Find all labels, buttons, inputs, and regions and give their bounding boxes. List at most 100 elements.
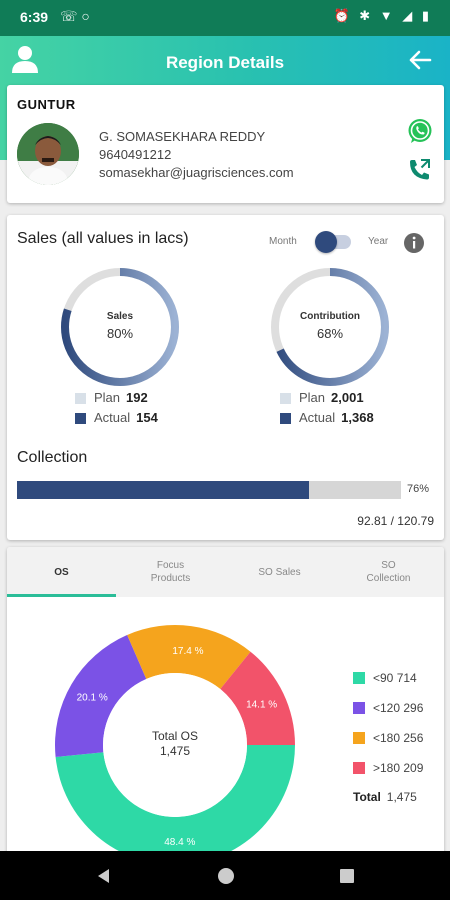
contribution-legend: Plan 2,001 Actual 1,368 — [280, 388, 374, 428]
os-slice-3[interactable] — [220, 651, 295, 745]
page-title: Region Details — [165, 53, 285, 72]
actual-swatch — [280, 412, 291, 424]
os-legend-value: 296 — [403, 701, 424, 715]
os-slice-label-2: 17.4 % — [172, 646, 203, 657]
os-slice-label-1: 20.1 % — [77, 692, 108, 703]
collection-progress-bar — [17, 481, 401, 499]
os-donut-chart: 48.4 % 20.1 % 17.4 % 14.1 % Total OS 1,475 — [52, 622, 298, 868]
os-total-label: Total — [353, 790, 381, 804]
os-legend-total: Total 1,475 — [353, 787, 423, 807]
contribution-plan-value: 2,001 — [331, 390, 364, 405]
plan-swatch — [75, 392, 86, 404]
collection-amount: 92.81 / 120.79 — [357, 514, 434, 528]
tab-so-sales-label: SO Sales — [258, 566, 301, 578]
profile-icon[interactable] — [10, 44, 40, 74]
os-legend-item: <180 256 — [353, 723, 423, 753]
status-left-icons: ☏ ○ — [60, 8, 90, 24]
contact-name: G. SOMASEKHARA REDDY — [99, 129, 266, 144]
nav-back-icon[interactable] — [95, 867, 113, 885]
sales-gauge: Sales 80% — [58, 265, 182, 389]
os-center-title: Total OS — [151, 729, 199, 743]
contact-phone: 9640491212 — [99, 147, 172, 162]
contribution-actual-row: Actual 1,368 — [280, 408, 374, 428]
sales-actual-row: Actual 154 — [75, 408, 158, 428]
actual-swatch — [75, 412, 86, 424]
contact-details: G. SOMASEKHARA REDDY 9640491212 somasekh… — [99, 128, 294, 182]
os-slice-label-0: 48.4 % — [164, 837, 195, 848]
contribution-gauge-arc — [271, 268, 389, 386]
region-card: GUNTUR G. SOMASEKHARA REDDY 9640491212 s… — [7, 85, 444, 203]
collection-percent: 76% — [407, 483, 430, 495]
region-name: GUNTUR — [17, 97, 76, 112]
contribution-plan-label: Plan — [299, 390, 326, 405]
status-time: 6:39 — [20, 9, 49, 25]
os-card: OS Focus Products SO Sales SO Collection… — [7, 547, 444, 866]
contribution-gauge-percent: 68% — [316, 326, 344, 341]
sales-gauge-ring — [61, 268, 179, 386]
os-legend-item: <120 296 — [353, 693, 423, 723]
os-legend-label: <90 — [373, 671, 394, 685]
sales-card: Sales (all values in lacs) Month Year Sa… — [7, 215, 444, 540]
plan-swatch — [280, 392, 291, 404]
nav-recent-apps-icon[interactable] — [338, 867, 356, 885]
whatsapp-icon[interactable] — [406, 117, 434, 145]
sales-actual-label: Actual — [94, 410, 131, 425]
contribution-gauge: Contribution 68% — [268, 265, 392, 389]
call-forward-icon[interactable] — [406, 157, 432, 183]
tab-so-collection[interactable]: SO Collection — [334, 547, 443, 597]
tab-bar: OS Focus Products SO Sales SO Collection — [7, 547, 444, 597]
os-legend-item: >180 209 — [353, 753, 423, 783]
period-toggle-knob[interactable] — [315, 231, 337, 253]
os-legend-label: <120 — [373, 701, 401, 715]
os-legend-item: <90 714 — [353, 663, 423, 693]
back-arrow-icon[interactable] — [408, 48, 432, 72]
contribution-gauge-ring — [271, 268, 389, 386]
os-legend-value: 209 — [403, 761, 424, 775]
os-legend-value: 714 — [396, 671, 417, 685]
active-tab-indicator — [7, 594, 116, 597]
tab-os-label: OS — [54, 566, 69, 578]
os-slice-1[interactable] — [55, 634, 147, 757]
os-slice-2[interactable] — [127, 625, 251, 690]
tab-so-collection-label: SO Collection — [366, 560, 411, 584]
os-total-value: 1,475 — [386, 790, 417, 804]
os-legend-label: <180 — [373, 731, 401, 745]
os-slice-0[interactable] — [55, 745, 296, 866]
contribution-gauge-label: Contribution — [300, 311, 360, 322]
status-right-icons: ⏰ ✱ ▼ ◢ ▮ — [333, 8, 432, 23]
nav-home-icon[interactable] — [216, 866, 236, 886]
os-legend-swatch — [353, 672, 365, 684]
os-legend-swatch — [353, 702, 365, 714]
sales-gauge-arc — [61, 268, 179, 386]
sales-title: Sales (all values in lacs) — [17, 230, 189, 247]
tab-focus-products-label: Focus Products — [150, 560, 191, 584]
os-legend: <90 714 <120 296 <180 256 >180 209 Total… — [353, 663, 423, 807]
collection-title: Collection — [17, 449, 88, 466]
os-legend-label: >180 — [373, 761, 401, 775]
tab-focus-products[interactable]: Focus Products — [116, 547, 225, 597]
sales-plan-value: 192 — [126, 390, 148, 405]
os-center-value: 1,475 — [159, 744, 191, 758]
contribution-actual-label: Actual — [299, 410, 336, 425]
sales-plan-row: Plan 192 — [75, 388, 158, 408]
sales-gauge-label: Sales — [106, 311, 134, 322]
sales-plan-label: Plan — [94, 390, 121, 405]
os-legend-swatch — [353, 732, 365, 744]
contact-email: somasekhar@juagrisciences.com — [99, 165, 294, 180]
os-legend-swatch — [353, 762, 365, 774]
os-legend-value: 256 — [403, 731, 424, 745]
sales-gauge-percent: 80% — [106, 326, 134, 341]
sales-actual-value: 154 — [136, 410, 158, 425]
os-donut-hole — [103, 673, 247, 817]
info-icon[interactable] — [403, 232, 425, 254]
sales-legend: Plan 192 Actual 154 — [75, 388, 158, 428]
contribution-plan-row: Plan 2,001 — [280, 388, 374, 408]
toggle-month-label[interactable]: Month — [269, 236, 297, 247]
avatar — [17, 123, 79, 185]
toggle-year-label[interactable]: Year — [368, 236, 389, 247]
tab-os[interactable]: OS — [7, 547, 116, 597]
collection-progress-fill — [17, 481, 309, 499]
system-nav-bar — [0, 851, 450, 900]
tab-so-sales[interactable]: SO Sales — [225, 547, 334, 597]
status-bar: 6:39 ☏ ○ ⏰ ✱ ▼ ◢ ▮ — [0, 0, 450, 36]
